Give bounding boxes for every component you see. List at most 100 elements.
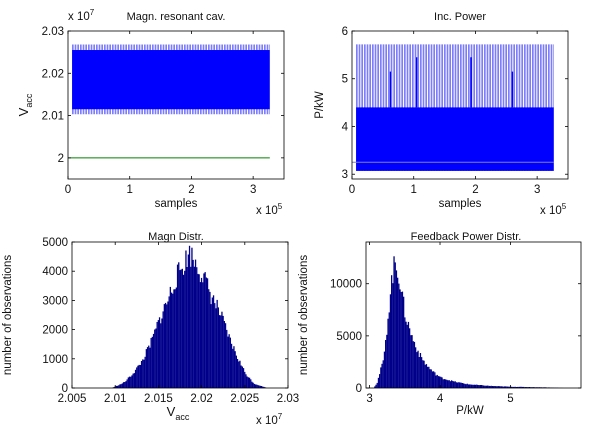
histogram-bar (496, 386, 498, 388)
histogram-bar (247, 377, 249, 388)
histogram-bar (507, 386, 509, 388)
histogram-bar (211, 297, 213, 388)
histogram-bar (143, 359, 145, 388)
histogram-bar (161, 318, 163, 388)
histogram-bar (483, 385, 485, 388)
histogram-bar (532, 387, 534, 388)
histogram-bar (163, 304, 165, 388)
x-tick-label: 1 (127, 184, 133, 196)
histogram-bar (434, 372, 436, 388)
y-ticks: 3 4 5 6 (342, 26, 568, 181)
histogram-bar (393, 256, 395, 388)
histogram-bar (427, 366, 429, 388)
histogram-bar (407, 321, 410, 388)
histogram-bar (149, 347, 151, 388)
histogram-bar (482, 385, 484, 388)
histogram-bar (182, 274, 185, 388)
y-tick-label: 4 (342, 121, 349, 133)
histogram-bar (439, 376, 441, 388)
histogram-bar (497, 386, 500, 388)
histogram-bar (478, 385, 480, 388)
histogram-bar (476, 384, 478, 388)
histogram-bar (197, 273, 199, 388)
histogram-bar (228, 334, 230, 388)
histogram-bar (503, 386, 506, 388)
y-tick-label: 2.01 (42, 111, 64, 123)
plot-area (68, 44, 270, 159)
histogram-bar (385, 340, 387, 388)
histogram-bar (443, 379, 446, 388)
histogram-bar (262, 386, 264, 388)
histogram-bar (484, 385, 486, 388)
histogram-bar (448, 380, 450, 388)
histogram-bar (383, 351, 386, 388)
histogram-bar (527, 387, 530, 388)
x-tick-label: 5 (507, 393, 513, 405)
histogram-bar (382, 360, 384, 388)
y-tick-label: 2.03 (42, 26, 64, 38)
histogram-bar (209, 291, 211, 388)
histogram-bar (435, 375, 437, 388)
y-tick-label: 3 (342, 169, 348, 181)
histogram-bar (473, 384, 476, 388)
histogram-bar (400, 292, 402, 388)
histogram-bar (156, 322, 158, 388)
histogram-bar (411, 335, 413, 388)
histogram-bar (167, 301, 169, 388)
histogram-bar (526, 387, 528, 388)
histogram-bar (455, 382, 458, 388)
histogram-bar (150, 338, 152, 388)
y-ticks: 2 2.01 2.02 2.03 (42, 26, 284, 165)
histogram-bar (190, 266, 192, 388)
histogram-bar (514, 386, 516, 388)
histogram-bar (259, 385, 261, 388)
histogram-bar (375, 384, 377, 388)
histogram-bar (238, 361, 240, 388)
histogram-bar (230, 343, 233, 388)
histogram-bar (401, 291, 404, 388)
histogram-bar (236, 359, 239, 388)
histogram-bar (193, 266, 195, 388)
x-tick-label: 2 (188, 184, 194, 196)
histogram-bar (525, 387, 527, 388)
signal-core (72, 50, 270, 110)
histogram-bar (392, 283, 394, 388)
histogram-bar (242, 368, 245, 388)
histogram-bar (431, 371, 434, 388)
y-tick-label: 5000 (42, 237, 68, 249)
histogram-bar (191, 247, 193, 388)
histogram-bar (475, 384, 477, 388)
histogram-bar (515, 387, 518, 388)
panel-magn-resonant-cav: Magn. resonant cav. 0 1 2 3 2 2.01 2.02 2.03 s… (16, 8, 285, 217)
histogram-bar (421, 357, 423, 388)
x-ticks: 3 4 5 (366, 242, 514, 405)
x-multiplier: x 105 (256, 202, 283, 217)
histogram-bar (481, 385, 483, 388)
histogram-bar (458, 382, 460, 388)
histogram-bar (200, 277, 203, 388)
histogram-bar (447, 380, 449, 388)
histogram-bar (179, 270, 181, 388)
histogram-bar (403, 296, 405, 388)
histogram-bar (391, 275, 393, 388)
histogram-bar (491, 386, 494, 388)
histogram-bar (221, 311, 223, 388)
histogram-bar (485, 385, 488, 388)
x-tick-label: 0 (349, 184, 355, 196)
histogram-bar (424, 364, 426, 388)
histogram-bar (235, 355, 237, 388)
histogram-bar (178, 262, 180, 388)
histogram-bar (127, 377, 129, 388)
histogram-bar (413, 341, 416, 388)
histogram-bar (122, 382, 125, 388)
y-tick-label: 0 (62, 383, 68, 395)
histogram-bar (173, 289, 175, 388)
histogram-bar (454, 381, 456, 388)
x-tick-label: 0 (65, 184, 71, 196)
histogram-bar (423, 360, 425, 388)
histogram-bar (518, 386, 520, 388)
y-tick-label: 0 (356, 383, 362, 395)
histogram-bar (394, 262, 396, 388)
histogram-bar (523, 386, 525, 388)
